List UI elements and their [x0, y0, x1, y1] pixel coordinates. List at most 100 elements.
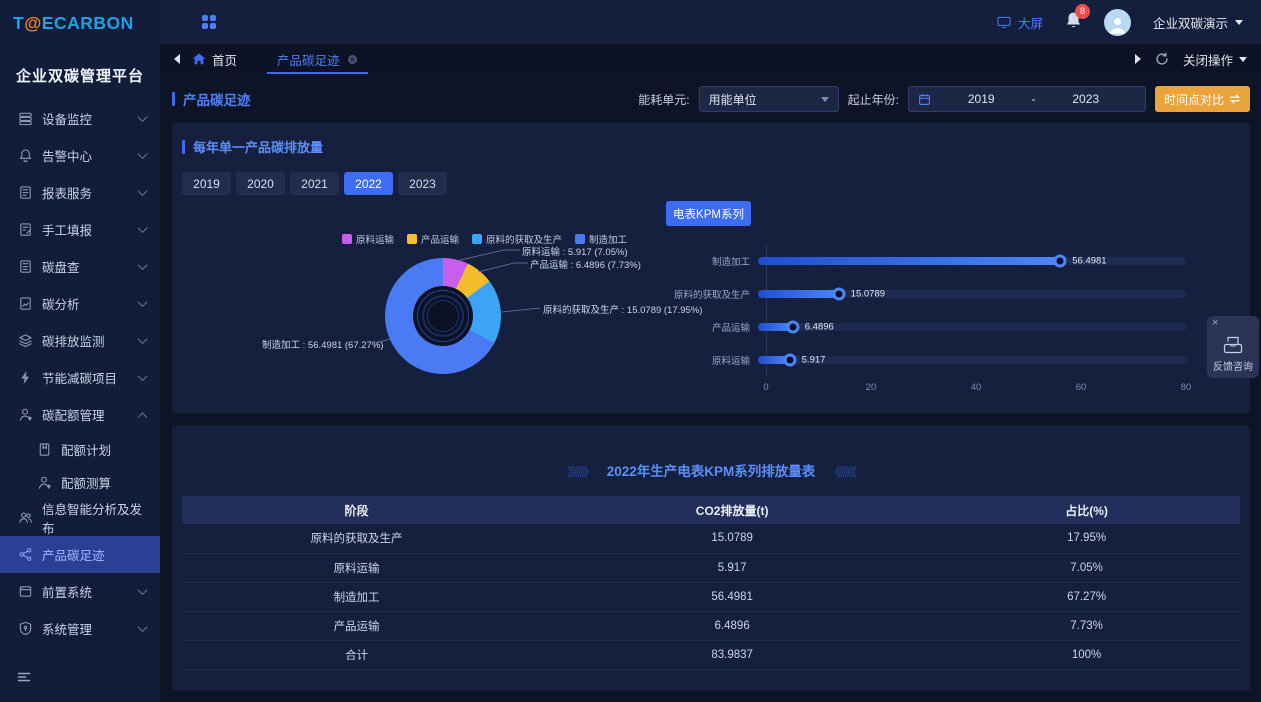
- sidebar-item-emission-monitoring[interactable]: 碳排放监测: [0, 322, 160, 359]
- close-icon[interactable]: ×: [1212, 317, 1219, 329]
- sidebar-item-info-analysis-publish[interactable]: 信息智能分析及发布: [0, 499, 160, 536]
- bar-marker: [783, 353, 797, 366]
- legend-swatch: [472, 234, 483, 244]
- pie-legend: 原料运输 产品运输 原料的获取及生产 制造加工: [342, 232, 627, 246]
- legend-item[interactable]: 原料运输: [342, 232, 394, 246]
- bar-track: 5.917: [758, 353, 1186, 366]
- title-accent-bar: [182, 139, 185, 154]
- footprint-network-icon: [19, 548, 32, 561]
- year-tab-2019[interactable]: 2019: [182, 172, 231, 195]
- year-end-value[interactable]: 2023: [1072, 92, 1100, 106]
- bar-track: 6.4896: [758, 320, 1186, 333]
- logo-text: ECARBON: [41, 12, 134, 33]
- legend-swatch: [575, 234, 586, 244]
- pie-callout: 制造加工 : 56.4981 (67.27%): [262, 340, 384, 351]
- quota-person-icon: [19, 408, 32, 421]
- table-header-cell: CO2排放量(t): [531, 496, 934, 524]
- sidebar-item-system-management[interactable]: 系统管理: [0, 610, 160, 647]
- person-icon: [1109, 17, 1126, 34]
- brand-logo: T @ ECARBON: [0, 0, 160, 46]
- report-doc-icon: [20, 186, 31, 199]
- refresh-icon[interactable]: [1155, 52, 1169, 66]
- sidebar-item-carbon-inventory[interactable]: 碳盘查: [0, 248, 160, 285]
- tabs-back-icon[interactable]: [174, 54, 180, 64]
- notification-badge: 8: [1074, 3, 1090, 19]
- legend-label: 产品运输: [421, 235, 460, 246]
- sidebar-item-product-carbon-footprint[interactable]: 产品碳足迹: [0, 536, 160, 573]
- sidebar-item-frontend-system[interactable]: 前置系统: [0, 573, 160, 610]
- bar-track: 56.4981: [758, 254, 1186, 267]
- analysis-chart-icon: [20, 297, 31, 310]
- year-tab-2022[interactable]: 2022: [344, 172, 393, 195]
- main-area: 大屏 8 企业双碳演示 首页: [160, 0, 1261, 702]
- close-operations-dropdown[interactable]: 关闭操作: [1183, 50, 1247, 69]
- table-row: 原料的获取及生产 15.0789 17.95%: [182, 524, 1240, 554]
- bar-marker: [832, 287, 846, 300]
- year-tab-2021[interactable]: 2021: [290, 172, 339, 195]
- sidebar-item-manual-filling[interactable]: 手工填报: [0, 211, 160, 248]
- account-dropdown[interactable]: 企业双碳演示: [1153, 13, 1243, 32]
- table-row: 合计 83.9837 100%: [182, 640, 1240, 670]
- sidebar-item-device-monitoring[interactable]: 设备监控: [0, 100, 160, 137]
- user-avatar[interactable]: [1103, 8, 1131, 36]
- sidebar-item-quota-calculation[interactable]: 配额测算: [0, 466, 160, 499]
- bar-fill: [758, 256, 1061, 265]
- sidebar-item-quota-plan[interactable]: 配额计划: [0, 433, 160, 466]
- emission-charts-card: 每年单一产品碳排放量 2019 2020 2021 2022 2023 电表KPM系列 …: [172, 123, 1250, 413]
- year-tabs: 2019 2020 2021 2022 2023: [182, 172, 447, 195]
- legend-label: 原料运输: [356, 235, 395, 246]
- sidebar-item-carbon-quota-management[interactable]: 碳配额管理: [0, 396, 160, 433]
- title-deco-left: 》》》》》: [566, 465, 595, 479]
- kpm-series-button[interactable]: 电表KPM系列: [666, 201, 751, 226]
- x-axis-tick: 60: [1075, 382, 1087, 393]
- sidebar-collapse-button[interactable]: [16, 669, 32, 690]
- energy-unit-select[interactable]: 用能单位: [698, 86, 839, 112]
- home-icon: [192, 53, 206, 65]
- tab-product-carbon-footprint[interactable]: 产品碳足迹: [267, 44, 368, 74]
- sidebar-item-carbon-analysis[interactable]: 碳分析: [0, 285, 160, 322]
- sidebar-item-report-service[interactable]: 报表服务: [0, 174, 160, 211]
- bar-fill: [758, 322, 793, 331]
- legend-item[interactable]: 原料的获取及生产: [472, 232, 562, 246]
- emission-table: 阶段 CO2排放量(t) 占比(%) 原料的获取及生产 15.0789 17.95% 原料…: [182, 496, 1240, 670]
- tabs-forward-icon[interactable]: [1134, 54, 1141, 64]
- table-cell: 7.05%: [933, 553, 1240, 583]
- x-axis-tick: 20: [865, 382, 877, 393]
- year-start-value[interactable]: 2019: [967, 92, 995, 106]
- sidebar-item-energy-saving-projects[interactable]: 节能减碳项目: [0, 359, 160, 396]
- apps-grid-icon[interactable]: [200, 13, 218, 31]
- tab-home[interactable]: 首页: [192, 50, 237, 69]
- table-cell: 7.73%: [933, 611, 1240, 641]
- bar-marker: [1053, 254, 1067, 267]
- table-cell: 6.4896: [531, 611, 934, 641]
- legend-item[interactable]: 制造加工: [575, 232, 627, 246]
- bar-value-label: 6.4896: [804, 321, 834, 332]
- bar-category-label: 原料运输: [711, 355, 750, 367]
- time-compare-button[interactable]: 时间点对比: [1154, 86, 1250, 112]
- energy-unit-label: 能耗单元:: [638, 92, 690, 107]
- bar-x-axis: 0 20 40 60 80: [763, 380, 1191, 398]
- title-accent-bar: [172, 92, 175, 106]
- year-tab-2023[interactable]: 2023: [398, 172, 447, 195]
- big-screen-link[interactable]: 大屏: [996, 13, 1043, 32]
- table-body: 原料的获取及生产 15.0789 17.95% 原料运输 5.917 7.05% 制造加工 5…: [182, 524, 1240, 670]
- table-title: 》》》》》 2022年生产电表KPM系列排放量表 《《《《《: [566, 464, 857, 479]
- sidebar-item-alarm-center[interactable]: 告警中心: [0, 137, 160, 174]
- tab-close-icon[interactable]: [347, 54, 358, 65]
- pie-callout: 原料运输 : 5.917 (7.05%): [522, 247, 628, 258]
- legend-item[interactable]: 产品运输: [407, 232, 459, 246]
- bar-row: 制造加工 56.4981: [608, 244, 1186, 277]
- notification-bell[interactable]: 8: [1065, 3, 1090, 34]
- donut-chart: [385, 258, 501, 374]
- year-tab-2020[interactable]: 2020: [236, 172, 285, 195]
- bar-value-label: 15.0789: [850, 288, 886, 299]
- year-range-picker[interactable]: 2019 - 2023: [907, 86, 1146, 112]
- table-head: 阶段 CO2排放量(t) 占比(%): [182, 496, 1240, 524]
- table-header-cell: 阶段: [182, 496, 532, 524]
- feedback-button[interactable]: × 反馈咨询: [1207, 316, 1259, 378]
- table-cell: 15.0789: [531, 524, 934, 554]
- emission-table-card: 》》》》》 2022年生产电表KPM系列排放量表 《《《《《 阶段 CO2排放量(…: [172, 426, 1250, 691]
- app-window-icon: [19, 586, 32, 597]
- donut-center: [413, 286, 473, 346]
